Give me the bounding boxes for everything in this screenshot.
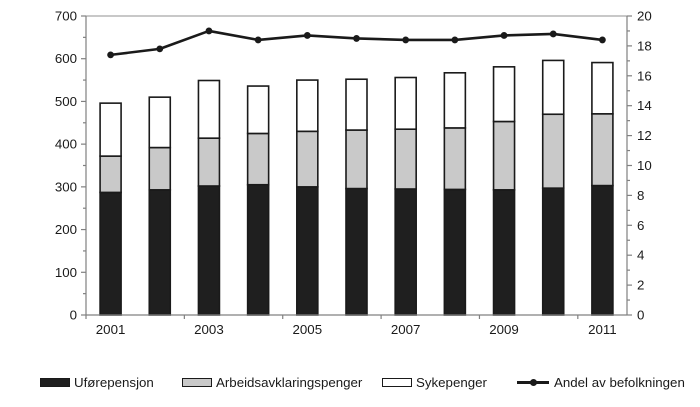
bar-segment (492, 120, 516, 191)
bar-segment (148, 96, 172, 149)
line-data-point (205, 27, 213, 35)
bar-segment (443, 72, 467, 129)
legend-item-andel-av-befolkningen: Andel av befolkningen (517, 370, 685, 394)
right-axis-tick-label: 14 (637, 98, 652, 113)
right-axis-tick-label: 16 (637, 68, 652, 83)
right-axis-tick-label: 18 (637, 38, 652, 53)
bar-segment (394, 76, 417, 130)
left-axis-tick-label: 300 (55, 179, 77, 194)
line-series (107, 27, 606, 59)
bar-segment (345, 187, 368, 316)
legend-label: Uførepensjon (74, 374, 154, 390)
left-axis-tick-label: 0 (70, 308, 77, 323)
bar-segment (541, 59, 565, 116)
bar-segment (345, 129, 368, 190)
right-axis: 0 2 4 6 8 10 12 14 16 18 20 (627, 9, 652, 323)
andel-line-swatch-icon (517, 376, 549, 389)
right-axis-tick-label: 4 (637, 248, 644, 263)
x-axis-tick-label: 2001 (96, 322, 126, 337)
x-axis-tick-label: 2005 (293, 322, 323, 337)
right-axis-tick-label: 12 (637, 128, 652, 143)
bar-segment (148, 146, 172, 191)
uforepensjon-swatch-icon (40, 377, 70, 387)
legend-item-arbeidsavklaringspenger: Arbeidsavklaringspenger (182, 370, 362, 394)
line-data-point (353, 35, 360, 42)
bar-segment (443, 188, 467, 316)
right-axis-tick-label: 2 (637, 278, 644, 293)
line-data-point (402, 36, 410, 44)
legend-item-sykepenger: Sykepenger (382, 370, 487, 394)
left-axis-tick-label: 400 (55, 137, 77, 152)
bar-segment (296, 186, 319, 316)
legend-label: Andel av befolkningen (554, 374, 685, 390)
left-axis-tick-label: 700 (55, 9, 77, 24)
legend-label: Sykepenger (416, 374, 487, 390)
bar-segment (345, 78, 368, 131)
x-axis-tick-label: 2007 (391, 322, 421, 337)
right-axis-tick-label: 0 (637, 308, 644, 323)
bars-group (99, 59, 614, 316)
bar-segment (541, 187, 565, 316)
stacked-bar-line-plot: 0 100 200 300 400 500 600 700 0 2 4 6 8 10 12 14 16 18 20 2… (55, 9, 652, 338)
bar-segment (99, 191, 122, 316)
bar-segment (591, 113, 614, 187)
legend-label: Arbeidsavklaringspenger (216, 374, 363, 390)
bar-segment (99, 155, 122, 194)
arbeidsavklaringspenger-swatch-icon (182, 377, 212, 387)
line-data-point (156, 45, 164, 53)
line-data-point (303, 32, 311, 39)
line-data-point (451, 36, 459, 44)
bar-segment (246, 132, 270, 186)
bar-segment (541, 113, 565, 189)
right-axis-tick-label: 6 (637, 218, 644, 233)
bar-segment (591, 61, 614, 115)
bar-segment (394, 128, 417, 190)
bar-segment (197, 137, 221, 187)
bar-segment (492, 189, 516, 316)
line-data-point (500, 32, 508, 39)
x-axis-tick-label: 2009 (489, 322, 519, 337)
x-axis-tick-label: 2003 (194, 322, 224, 337)
bar-segment (492, 66, 516, 123)
bar-segment (591, 184, 614, 316)
bar-segment (443, 127, 467, 191)
bar-segment (99, 102, 122, 157)
bar-segment (296, 130, 319, 188)
bar-segment (197, 79, 221, 139)
line-data-point (599, 36, 606, 44)
left-axis-tick-label: 100 (55, 265, 77, 280)
left-axis-tick-label: 500 (55, 94, 77, 109)
bar-segment (197, 185, 221, 316)
line-data-point (549, 30, 557, 38)
x-axis: 2001 2003 2005 2007 2009 2011 (85, 315, 617, 337)
line-data-point (254, 36, 262, 44)
left-axis-tick-label: 600 (55, 51, 77, 66)
left-axis: 0 100 200 300 400 500 600 700 (55, 9, 86, 323)
line-path (109, 29, 604, 57)
sykepenger-swatch-icon (382, 377, 412, 387)
bar-segment (296, 79, 319, 133)
right-axis-tick-label: 10 (637, 158, 652, 173)
right-axis-tick-label: 8 (637, 188, 644, 203)
bar-segment (246, 183, 270, 316)
chart-legend: Uførepensjon Arbeidsavklaringspenger Syk… (0, 370, 700, 400)
right-axis-tick-label: 20 (637, 9, 652, 24)
bar-segment (394, 188, 417, 316)
line-data-point (107, 51, 114, 59)
left-axis-tick-label: 200 (55, 222, 77, 237)
bar-segment (148, 189, 172, 316)
x-axis-tick-label: 2011 (588, 322, 617, 337)
bar-segment (246, 85, 270, 135)
legend-item-uforepensjon: Uførepensjon (40, 370, 154, 394)
